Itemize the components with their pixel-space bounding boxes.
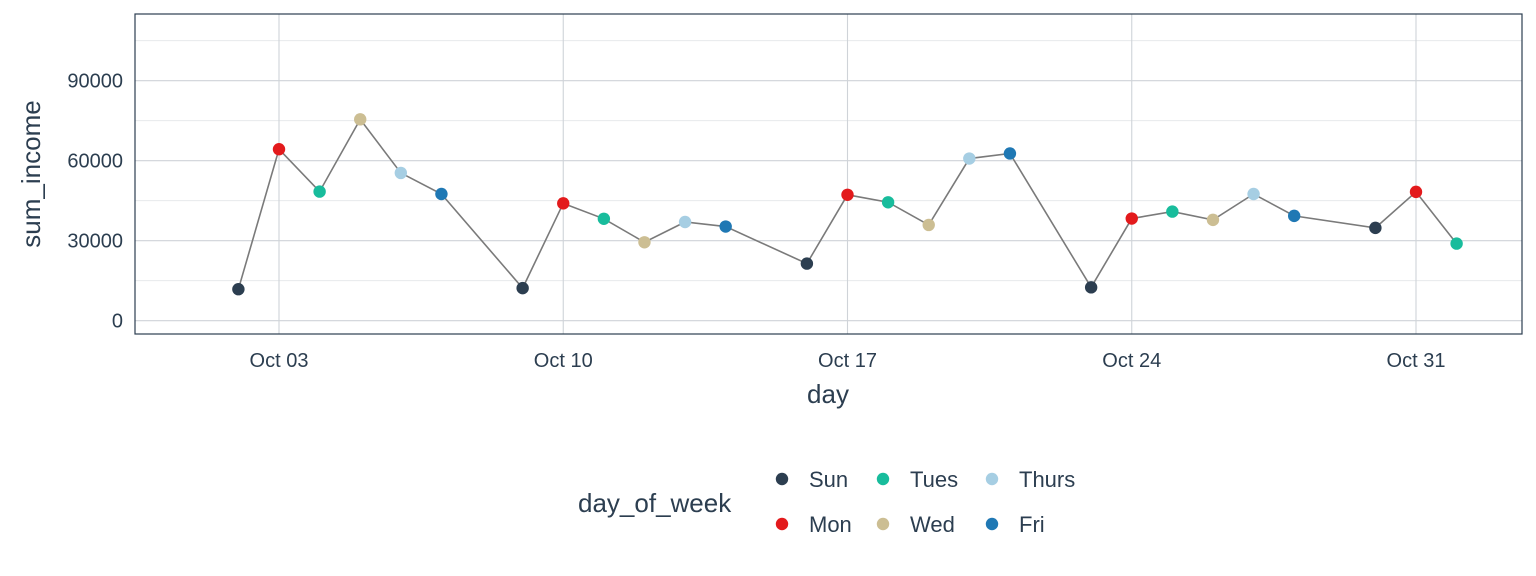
data-point — [638, 236, 651, 249]
data-point — [1084, 281, 1098, 294]
data-point — [354, 113, 367, 126]
data-point — [272, 143, 286, 156]
data-point — [678, 215, 692, 229]
y-tick-label: 60000 — [67, 151, 123, 173]
x-axis-tick-labels: Oct 03 Oct 10 Oct 17 Oct 24 Oct 31 — [250, 350, 1446, 372]
y-tick-label: 0 — [112, 311, 123, 333]
legend-key — [876, 517, 890, 531]
x-axis-title: day — [807, 379, 849, 409]
data-point — [1409, 185, 1423, 199]
series-points — [232, 113, 1463, 296]
legend-key — [876, 472, 890, 486]
legend: Sun Mon Tues Wed Thurs Fri — [775, 467, 1075, 537]
major-gridlines — [135, 14, 1522, 334]
x-tick-label: Oct 10 — [534, 350, 593, 372]
legend-label: Thurs — [1019, 467, 1075, 492]
x-tick-label: Oct 17 — [818, 350, 877, 372]
legend-label: Fri — [1019, 512, 1045, 537]
data-point — [313, 185, 326, 198]
data-point — [1450, 237, 1463, 250]
legend-label: Mon — [809, 512, 852, 537]
data-point — [516, 281, 529, 295]
data-point — [800, 257, 814, 270]
plot-panel-border — [134, 13, 1523, 335]
x-tick-label: Oct 24 — [1102, 350, 1161, 372]
data-point — [232, 283, 245, 296]
x-tick-label: Oct 03 — [250, 350, 309, 372]
data-point — [719, 220, 732, 233]
data-point — [1206, 213, 1220, 227]
x-tick-label: Oct 31 — [1387, 350, 1446, 372]
data-point — [394, 166, 408, 180]
legend-key — [775, 472, 789, 486]
legend-title: day_of_week — [578, 488, 732, 518]
legend-label: Wed — [910, 512, 955, 537]
y-tick-label: 30000 — [67, 231, 123, 253]
legend-label: Tues — [910, 467, 958, 492]
y-axis-title: sum_income — [16, 100, 46, 247]
data-point — [841, 188, 854, 201]
y-tick-label: 90000 — [67, 71, 123, 93]
data-point — [1369, 221, 1382, 235]
legend-key — [775, 517, 789, 531]
data-point — [881, 196, 895, 209]
data-point — [1125, 212, 1138, 225]
data-point — [597, 212, 611, 225]
data-point — [963, 152, 976, 165]
data-point — [1166, 205, 1179, 218]
data-point — [1247, 187, 1260, 201]
legend-key — [985, 517, 999, 531]
y-axis-tick-labels: 0 30000 60000 90000 — [67, 71, 123, 333]
data-point — [557, 197, 570, 210]
legend-label: Sun — [809, 467, 848, 492]
data-point — [1287, 209, 1301, 223]
data-point — [435, 187, 448, 201]
data-point — [1003, 147, 1017, 160]
legend-key — [985, 472, 999, 486]
data-point — [922, 218, 935, 232]
